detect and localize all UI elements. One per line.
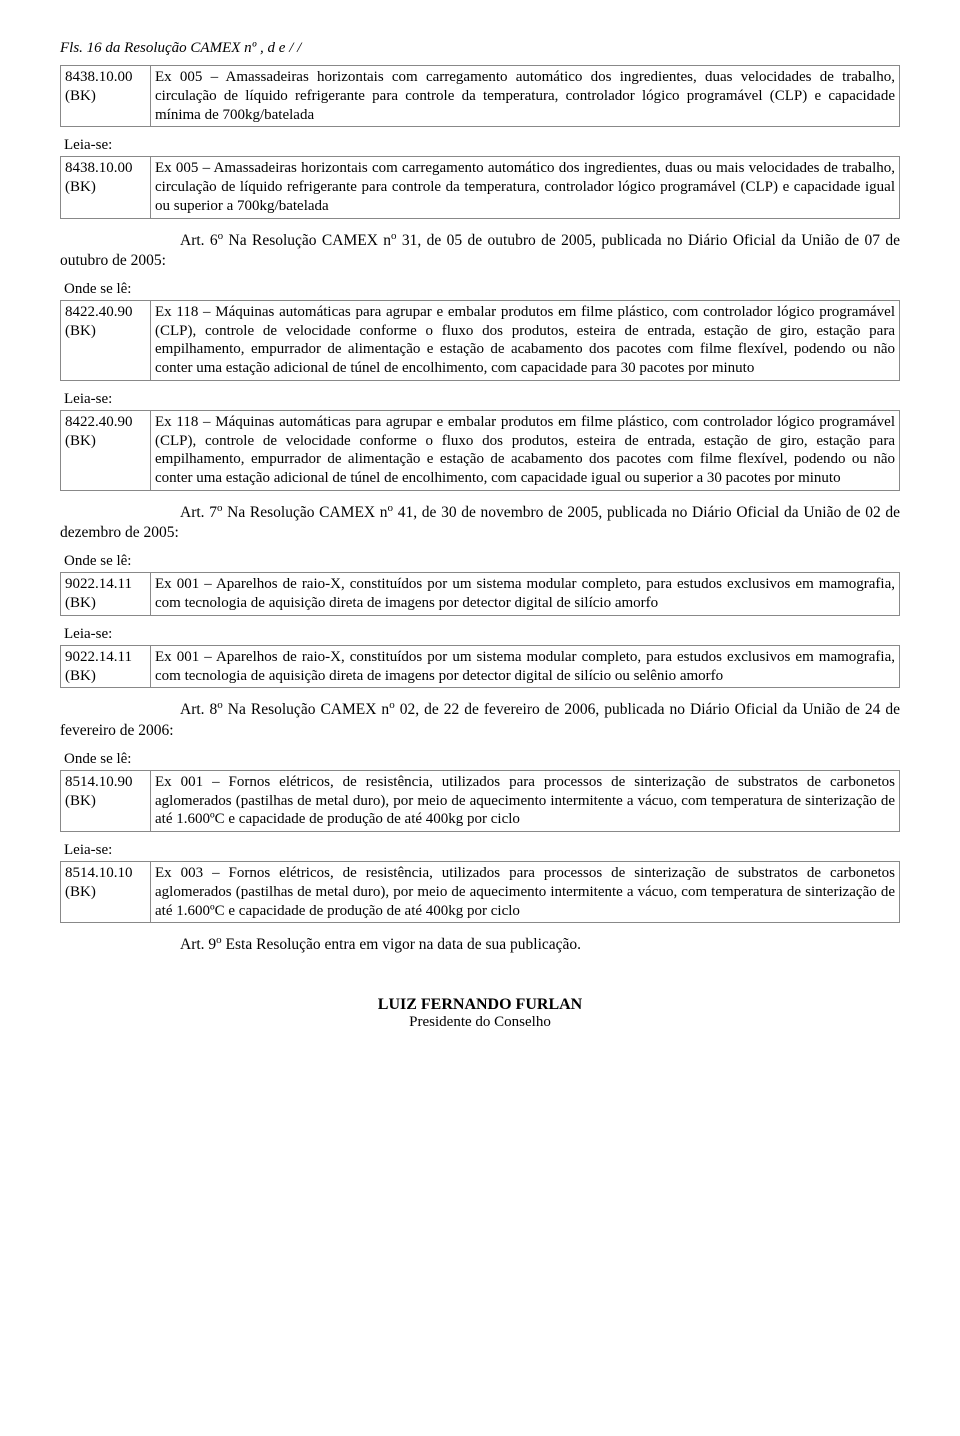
item-description: Ex 001 – Fornos elétricos, de resistênci… [151, 770, 900, 831]
item-table: 8438.10.00 (BK) Ex 005 – Amassadeiras hori… [60, 65, 900, 127]
item-description: Ex 003 – Fornos elétricos, de resistênci… [151, 862, 900, 923]
article-text: Art. 6o Na Resolução CAMEX no 31, de 05 … [60, 229, 900, 271]
item-code: 8514.10.90 [65, 774, 133, 790]
item-subcode: (BK) [65, 433, 96, 449]
page-header: Fls. 16 da Resolução CAMEX nº , d e / / [60, 40, 900, 57]
item-code: 8438.10.00 [65, 160, 133, 176]
item-subcode: (BK) [65, 88, 96, 104]
item-code-cell: 8438.10.00 (BK) [61, 157, 151, 218]
signature-block: LUIZ FERNANDO FURLAN Presidente do Conse… [60, 996, 900, 1031]
item-table: 8422.40.90 (BK) Ex 118 – Máquinas automáti… [60, 300, 900, 381]
item-code-cell: 8422.40.90 (BK) [61, 410, 151, 490]
item-code-cell: 8438.10.00 (BK) [61, 66, 151, 127]
item-subcode: (BK) [65, 793, 96, 809]
item-code: 8514.10.10 [65, 865, 133, 881]
item-description: Ex 005 – Amassadeiras horizontais com ca… [151, 66, 900, 127]
item-code: 8438.10.00 [65, 69, 133, 85]
item-code-cell: 8514.10.10 (BK) [61, 862, 151, 923]
item-subcode: (BK) [65, 668, 96, 684]
item-description: Ex 001 – Aparelhos de raio-X, constituíd… [151, 573, 900, 616]
item-table: 8422.40.90 (BK) Ex 118 – Máquinas automáti… [60, 410, 900, 491]
section-label: Onde se lê: [64, 553, 900, 570]
item-table: 8514.10.90 (BK) Ex 001 – Fornos elétricos,… [60, 770, 900, 832]
item-code: 9022.14.11 [65, 649, 132, 665]
item-description: Ex 118 – Máquinas automáticas para agrup… [151, 410, 900, 490]
section-label: Leia-se: [64, 391, 900, 408]
item-code: 9022.14.11 [65, 576, 132, 592]
item-code-cell: 8514.10.90 (BK) [61, 770, 151, 831]
item-description: Ex 118 – Máquinas automáticas para agrup… [151, 300, 900, 380]
article-text: Art. 9o Esta Resolução entra em vigor na… [60, 933, 900, 955]
section-label: Onde se lê: [64, 281, 900, 298]
item-table: 8438.10.00 (BK) Ex 005 – Amassadeiras hori… [60, 156, 900, 218]
item-table: 9022.14.11 (BK) Ex 001 – Aparelhos de raio… [60, 645, 900, 689]
document-content: 8438.10.00 (BK) Ex 005 – Amassadeiras hori… [60, 65, 900, 956]
article-text: Art. 8o Na Resolução CAMEX no 02, de 22 … [60, 698, 900, 740]
section-label: Leia-se: [64, 842, 900, 859]
section-label: Onde se lê: [64, 751, 900, 768]
item-code: 8422.40.90 [65, 414, 133, 430]
item-table: 8514.10.10 (BK) Ex 003 – Fornos elétricos,… [60, 861, 900, 923]
item-subcode: (BK) [65, 595, 96, 611]
item-description: Ex 001 – Aparelhos de raio-X, constituíd… [151, 645, 900, 688]
item-table: 9022.14.11 (BK) Ex 001 – Aparelhos de raio… [60, 572, 900, 616]
item-code-cell: 9022.14.11 (BK) [61, 645, 151, 688]
item-code-cell: 8422.40.90 (BK) [61, 300, 151, 380]
signature-title: Presidente do Conselho [60, 1014, 900, 1031]
section-label: Leia-se: [64, 137, 900, 154]
item-code: 8422.40.90 [65, 304, 133, 320]
item-subcode: (BK) [65, 323, 96, 339]
article-text: Art. 7o Na Resolução CAMEX no 41, de 30 … [60, 501, 900, 543]
item-subcode: (BK) [65, 884, 96, 900]
section-label: Leia-se: [64, 626, 900, 643]
signature-name: LUIZ FERNANDO FURLAN [60, 996, 900, 1014]
item-code-cell: 9022.14.11 (BK) [61, 573, 151, 616]
item-subcode: (BK) [65, 179, 96, 195]
item-description: Ex 005 – Amassadeiras horizontais com ca… [151, 157, 900, 218]
